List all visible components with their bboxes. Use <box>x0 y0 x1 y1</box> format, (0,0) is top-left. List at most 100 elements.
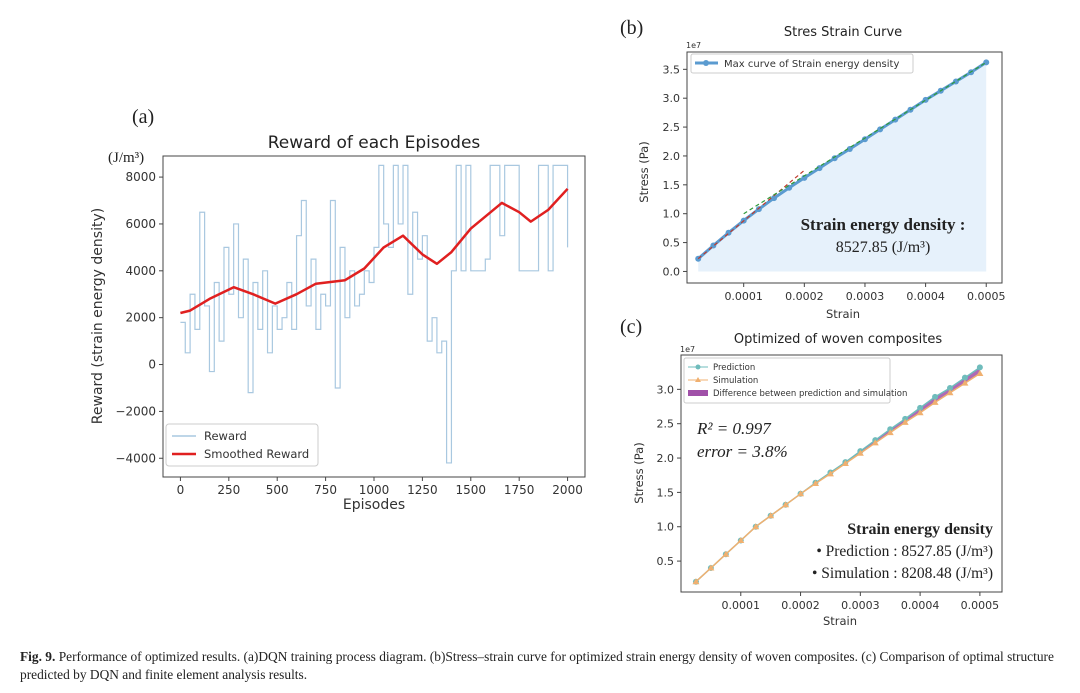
prediction-point <box>961 374 968 381</box>
annotation-sed-title-c: Strain energy density <box>847 521 993 538</box>
simulation-point <box>707 564 715 571</box>
x-tick-label: 0.0004 <box>906 290 945 303</box>
legend-a: Reward Smoothed Reward <box>165 423 319 467</box>
simulation-point <box>961 379 969 386</box>
max-curve-point <box>861 136 868 143</box>
legend-label-reward: Reward <box>204 429 247 443</box>
legend-label-difference: Difference between prediction and simula… <box>713 389 907 399</box>
simulation-point <box>886 429 894 436</box>
max-curve-point <box>816 165 823 172</box>
x-tick-label: 0.0002 <box>781 599 820 612</box>
simulation-point <box>826 470 834 477</box>
y-tick-label: 1.0 <box>657 521 675 534</box>
max-curve-point <box>846 146 853 153</box>
x-tick-label: 0.0003 <box>846 290 885 303</box>
simulation-point <box>722 550 730 557</box>
max-curve-point <box>755 206 762 213</box>
panel-label-b: (b) <box>620 17 643 39</box>
simulation-point <box>916 409 924 416</box>
x-tick-label: 0.0001 <box>724 290 763 303</box>
y-scale-label-b: 1e7 <box>686 41 701 50</box>
legend-marker-prediction <box>695 364 701 370</box>
initial-tangent-line <box>697 169 805 260</box>
panel-c-comparison-chart: (c) Optimized of woven composites 1e7 St… <box>620 316 1003 628</box>
legend-c: Prediction Simulation Difference between… <box>683 357 907 404</box>
y-tick-label: 1.5 <box>663 179 681 192</box>
y-tick-label: 2000 <box>125 311 156 325</box>
simulation-point <box>931 398 939 405</box>
simulation-point <box>782 501 790 508</box>
y-tick-label: 1.0 <box>663 208 681 221</box>
x-tick-label: 1000 <box>359 483 390 497</box>
max-curve-point <box>801 174 808 181</box>
panel-label-c: (c) <box>620 316 642 338</box>
legend-marker <box>703 60 709 66</box>
x-tick-label: 0.0001 <box>722 599 761 612</box>
y-scale-label-c: 1e7 <box>680 345 695 354</box>
legend-label-prediction: Prediction <box>713 363 755 373</box>
prediction-point <box>946 384 953 391</box>
y-tick-label: 2.5 <box>663 121 681 134</box>
y-tick-label: 2.0 <box>663 150 681 163</box>
chart-title-c: Optimized of woven composites <box>734 332 942 347</box>
figure-caption: Fig. 9. Performance of optimized results… <box>20 648 1070 684</box>
x-tick-label: 500 <box>266 483 289 497</box>
x-axis-label-a: Episodes <box>343 497 405 513</box>
simulation-point <box>901 418 909 425</box>
x-tick-label: 0.0002 <box>785 290 824 303</box>
simulation-point <box>737 536 745 543</box>
panel-label-a: (a) <box>132 106 154 128</box>
x-tick-label: 0 <box>177 483 185 497</box>
plot-frame-a <box>162 155 586 478</box>
y-axis-label-a: Reward (strain energy density) <box>90 208 106 424</box>
x-tick-label: 750 <box>314 483 337 497</box>
y-tick-label: 4000 <box>125 264 156 278</box>
annotation-sed-value-b: 8527.85 (J/m³) <box>836 239 931 256</box>
y-tick-label: −2000 <box>115 404 156 418</box>
legend-label-smoothed: Smoothed Reward <box>204 447 309 461</box>
smoothed-reward-line <box>180 187 569 315</box>
simulation-point <box>841 460 849 467</box>
simulation-point <box>976 370 984 377</box>
max-curve-point <box>786 184 793 191</box>
max-curve-point <box>710 242 717 249</box>
x-tick-label: 0.0005 <box>961 599 1000 612</box>
simulation-point <box>811 479 819 486</box>
simulation-point <box>871 439 879 446</box>
panel-a-reward-chart: (a) Reward of each Episodes (J/m³) Episo… <box>90 106 586 513</box>
chart-title-b: Stres Strain Curve <box>784 25 902 40</box>
y-tick-label: 3.0 <box>657 383 675 396</box>
max-curve-point <box>771 195 778 202</box>
secondary-tangent-line <box>743 61 987 215</box>
max-curve-point <box>831 155 838 162</box>
simulation-point <box>856 449 864 456</box>
plot-frame-c <box>680 354 1003 593</box>
prediction-point <box>976 364 983 371</box>
x-tick-label: 2000 <box>552 483 583 497</box>
area-fill <box>698 62 987 272</box>
x-axis-label-b: Strain <box>826 307 860 321</box>
y-tick-label: 2.5 <box>657 418 675 431</box>
legend-label-max-curve: Max curve of Strain energy density <box>724 59 899 70</box>
x-tick-label: 250 <box>217 483 240 497</box>
x-tick-label: 0.0004 <box>901 599 940 612</box>
y-tick-label: 1.5 <box>657 486 675 499</box>
prediction-point <box>917 404 924 411</box>
x-axis-label-c: Strain <box>823 614 857 628</box>
legend-label-simulation: Simulation <box>713 376 758 386</box>
x-tick-label: 0.0005 <box>967 290 1006 303</box>
y-tick-label: 6000 <box>125 217 156 231</box>
legend-marker-simulation <box>695 377 701 382</box>
plot-frame-b <box>686 51 1003 284</box>
x-tick-label: 1250 <box>407 483 438 497</box>
chart-title-a: Reward of each Episodes <box>268 133 481 153</box>
simulation-point <box>692 578 700 585</box>
y-tick-label: 3.5 <box>663 63 681 76</box>
y-tick-label: 3.0 <box>663 92 681 105</box>
caption-text: Performance of optimized results. (a)DQN… <box>20 649 1054 682</box>
legend-b: Max curve of Strain energy density <box>690 53 914 74</box>
y-tick-label: −4000 <box>115 451 156 465</box>
x-tick-label: 1750 <box>504 483 535 497</box>
caption-label: Fig. 9. <box>20 649 56 664</box>
